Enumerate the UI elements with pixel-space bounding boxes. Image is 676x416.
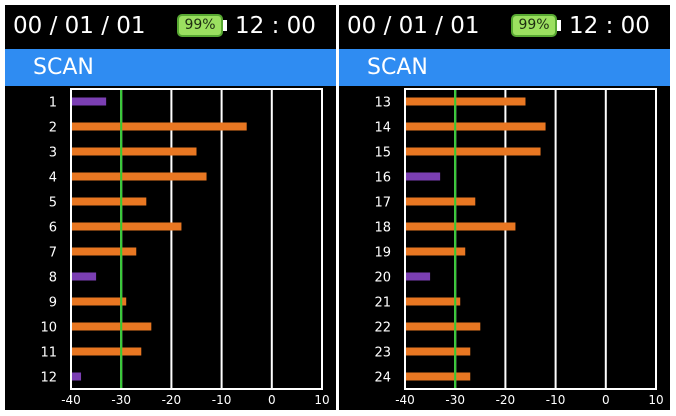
signal-bar — [72, 347, 142, 356]
plot-frame — [404, 88, 657, 390]
title-bar: SCAN — [339, 49, 670, 86]
channel-label: 7 — [49, 246, 57, 261]
signal-bar — [406, 147, 541, 156]
channel-label: 1 — [49, 96, 57, 111]
channel-label: 6 — [49, 221, 57, 236]
signal-bar — [72, 97, 107, 106]
signal-bar — [72, 272, 97, 281]
channel-label: 9 — [49, 296, 57, 311]
screen-title: SCAN — [367, 55, 428, 80]
signal-bar — [406, 222, 516, 231]
scan-screen-left: 00 / 01 / 01 99% 12 : 00 SCAN -40 -30 -20 -… — [5, 5, 336, 410]
channel-label: 19 — [374, 246, 391, 261]
x-tick-label: -30 — [111, 393, 131, 407]
channel-label: 8 — [49, 271, 57, 286]
signal-bar — [406, 122, 546, 131]
x-tick-label: 10 — [314, 393, 329, 407]
signal-bar — [406, 372, 471, 381]
channel-label: 2 — [49, 121, 57, 136]
channel-label: 17 — [374, 196, 391, 211]
time-display: 12 : 00 — [235, 13, 316, 39]
channel-label: 21 — [374, 296, 391, 311]
x-tick-label: -40 — [61, 393, 81, 407]
status-bar: 00 / 01 / 01 99% 12 : 00 — [5, 5, 336, 47]
scan-chart: -40 -30 -20 -10 0 10 13 14 15 16 17 18 19 20 21 22 23 24 — [339, 86, 670, 410]
signal-bar — [72, 122, 247, 131]
signal-bar — [406, 247, 466, 256]
x-tick-label: 10 — [648, 393, 663, 407]
x-tick-label: -10 — [546, 393, 566, 407]
battery-level: 99% — [518, 17, 550, 33]
signal-bar — [72, 197, 147, 206]
signal-bar — [72, 297, 127, 306]
channel-label: 5 — [49, 196, 57, 211]
channel-label: 16 — [374, 171, 391, 186]
channel-label: 11 — [40, 346, 57, 361]
channel-label: 3 — [49, 146, 57, 161]
status-bar: 00 / 01 / 01 99% 12 : 00 — [339, 5, 670, 47]
channel-label: 15 — [374, 146, 391, 161]
signal-bar — [72, 172, 207, 181]
battery-icon: 99% — [511, 14, 557, 37]
signal-bar — [72, 147, 197, 156]
signal-bar — [406, 347, 471, 356]
title-bar: SCAN — [5, 49, 336, 86]
battery-icon: 99% — [177, 14, 223, 37]
channel-label: 23 — [374, 346, 391, 361]
x-tick-label: -10 — [212, 393, 232, 407]
signal-bar — [72, 222, 182, 231]
channel-label: 13 — [374, 96, 391, 111]
x-tick-label: -40 — [395, 393, 415, 407]
signal-bar — [406, 172, 441, 181]
channel-label: 12 — [40, 371, 57, 386]
channel-label: 4 — [49, 171, 57, 186]
channel-label: 18 — [374, 221, 391, 236]
battery-tip-icon — [223, 20, 227, 31]
time-display: 12 : 00 — [569, 13, 650, 39]
date-display: 00 / 01 / 01 — [347, 13, 480, 39]
x-tick-label: 0 — [268, 393, 276, 407]
plot-frame — [70, 88, 323, 390]
battery-tip-icon — [557, 20, 561, 31]
channel-label: 10 — [40, 321, 57, 336]
signal-bar — [406, 322, 481, 331]
signal-bar — [406, 97, 526, 106]
x-tick-label: -20 — [162, 393, 182, 407]
signal-bar — [72, 247, 137, 256]
channel-label: 24 — [374, 371, 391, 386]
x-tick-label: -20 — [496, 393, 516, 407]
x-tick-label: 0 — [602, 393, 610, 407]
screen-title: SCAN — [33, 55, 94, 80]
channel-label: 22 — [374, 321, 391, 336]
battery-level: 99% — [184, 17, 216, 33]
channel-label: 14 — [374, 121, 391, 136]
scan-chart: -40 -30 -20 -10 0 10 1 2 3 4 5 6 7 8 9 10 11 12 — [5, 86, 336, 410]
signal-bar — [72, 372, 82, 381]
channel-label: 20 — [374, 271, 391, 286]
signal-bar — [406, 297, 461, 306]
signal-bar — [72, 322, 152, 331]
scan-chart-svg: -40 -30 -20 -10 0 10 13 14 15 16 17 18 19 20 21 22 23 24 — [374, 88, 664, 407]
scan-screen-right: 00 / 01 / 01 99% 12 : 00 SCAN -40 -30 -20-… — [339, 5, 670, 410]
date-display: 00 / 01 / 01 — [13, 13, 146, 39]
signal-bar — [406, 197, 476, 206]
x-tick-label: -30 — [445, 393, 465, 407]
signal-bar — [406, 272, 431, 281]
